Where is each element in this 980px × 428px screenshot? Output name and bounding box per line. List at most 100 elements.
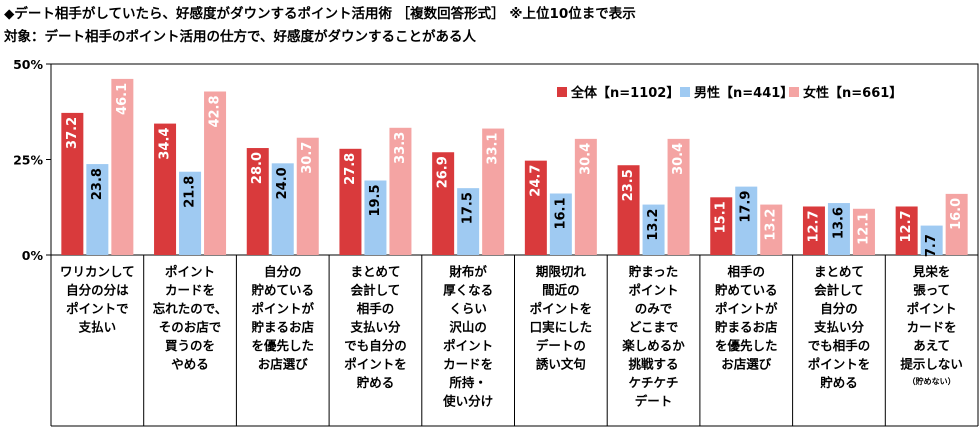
category-label: ポイント [165, 264, 215, 279]
bar [827, 203, 850, 255]
bar-value-label: 12.7 [806, 210, 821, 242]
category-label: のみで [635, 301, 673, 316]
bar-value-label: 21.8 [183, 176, 198, 208]
chart-subtitle: 対象：デート相手のポイント活用の仕方で、好感度がダウンすることがある人 [4, 29, 476, 45]
bar-value-label: 23.8 [90, 168, 105, 200]
category-label: 沢山の [449, 320, 487, 335]
bar [642, 204, 665, 255]
legend-swatch [789, 87, 799, 97]
bar [852, 208, 875, 255]
category-label: 貯まるお店 [251, 320, 314, 335]
category-label: 自分の [820, 301, 858, 316]
bar [246, 148, 269, 255]
category-label: ポイントを [344, 357, 407, 372]
category-label: 楽しめるか [621, 338, 685, 353]
bar [432, 152, 455, 255]
bar [86, 164, 109, 255]
category-label: 支払い [78, 320, 117, 335]
bar-value-label: 12.7 [899, 210, 914, 242]
category-label: どこまで [629, 320, 679, 335]
category-label: 厚くなる [443, 283, 493, 298]
category-label: 相手の [727, 264, 765, 279]
bar [617, 165, 640, 255]
category-label: 支払い分 [349, 320, 401, 335]
bar-value-label: 28.0 [250, 152, 265, 184]
category-label: を優先した [251, 338, 314, 353]
bar [296, 137, 319, 255]
bar [179, 171, 202, 255]
category-label: 貯める [357, 375, 395, 390]
category-label: 貯まった [629, 264, 679, 279]
category-label: ポイントが [251, 301, 314, 316]
bar-value-label: 23.5 [621, 169, 636, 201]
bar-value-label: 27.8 [343, 153, 358, 185]
legend-swatch [680, 87, 690, 97]
chart-title: ◆デート相手がしていたら、好感度がダウンするポイント活用術 ［複数回答形式］ ※… [4, 6, 636, 22]
category-label: デート [635, 394, 673, 409]
bar-value-label: 17.5 [461, 192, 476, 224]
category-label: 挑戦する [629, 357, 679, 372]
category-label: 誘い文句 [536, 357, 586, 372]
category-label: 自分の分は [66, 283, 129, 298]
legend-label: 男性【n=441】 [694, 85, 793, 101]
bar-value-label: 16.0 [949, 198, 964, 230]
bar [389, 127, 412, 255]
category-label: 買うのを [165, 338, 215, 353]
category-label: ポイントを [530, 301, 593, 316]
legend-label: 全体【n=1102】 [570, 85, 679, 101]
bar [895, 206, 918, 255]
bar-value-label: 16.1 [553, 197, 568, 229]
bar-value-label: 13.2 [646, 209, 661, 241]
category-label: 見栄を [912, 264, 951, 279]
category-note: （貯めない） [908, 376, 956, 386]
category-label: まとめて [814, 264, 864, 279]
category-label: ポイント [443, 338, 493, 353]
category-label: 間近の [542, 283, 580, 298]
bar-value-label: 30.4 [671, 143, 686, 175]
bar-value-label: 13.6 [831, 207, 846, 239]
category-label: 所持・ [449, 375, 487, 390]
bar-value-label: 42.8 [208, 95, 223, 127]
bar-value-label: 24.0 [275, 167, 290, 199]
category-label: 自分の [264, 264, 302, 279]
category-label: ポイント [907, 301, 957, 316]
bar [204, 91, 227, 255]
bar-value-label: 19.5 [368, 184, 383, 216]
bar-value-label: 12.1 [856, 213, 871, 245]
category-label: そのお店で [159, 320, 222, 335]
category-label: お店選び [258, 357, 309, 372]
bar [482, 128, 505, 255]
bar-value-label: 17.9 [739, 191, 754, 223]
bar [524, 160, 547, 255]
bar [710, 197, 733, 255]
category-label: 張って [913, 283, 950, 298]
category-label: 忘れたので、 [153, 301, 228, 316]
category-label: 会計して [351, 283, 401, 298]
bar [802, 206, 825, 255]
legend-label: 女性【n=661】 [803, 85, 902, 101]
bar [111, 78, 134, 255]
legend-swatch [557, 87, 567, 97]
bar [549, 193, 572, 255]
bar-value-label: 30.4 [578, 143, 593, 175]
category-label: 提示しない [900, 357, 963, 372]
category-label: カードを [907, 320, 957, 335]
category-label: ポイントで [66, 301, 129, 316]
category-label: 貯めている [715, 283, 778, 298]
bar-value-label: 30.7 [300, 142, 315, 174]
bar-value-label: 13.2 [764, 209, 779, 241]
category-label: 貯めている [251, 283, 314, 298]
category-label: あえて [913, 338, 950, 353]
y-tick-label: 25% [13, 153, 43, 168]
bar-value-label: 37.2 [65, 117, 80, 149]
category-label: ケチケチ [629, 375, 679, 390]
bar [735, 186, 758, 255]
category-label: まとめて [350, 264, 400, 279]
bar [760, 204, 783, 255]
category-label: を優先した [715, 338, 778, 353]
category-label: カードを [165, 283, 215, 298]
y-tick-label: 50% [13, 57, 43, 72]
bar [154, 123, 177, 255]
bar [945, 193, 968, 255]
